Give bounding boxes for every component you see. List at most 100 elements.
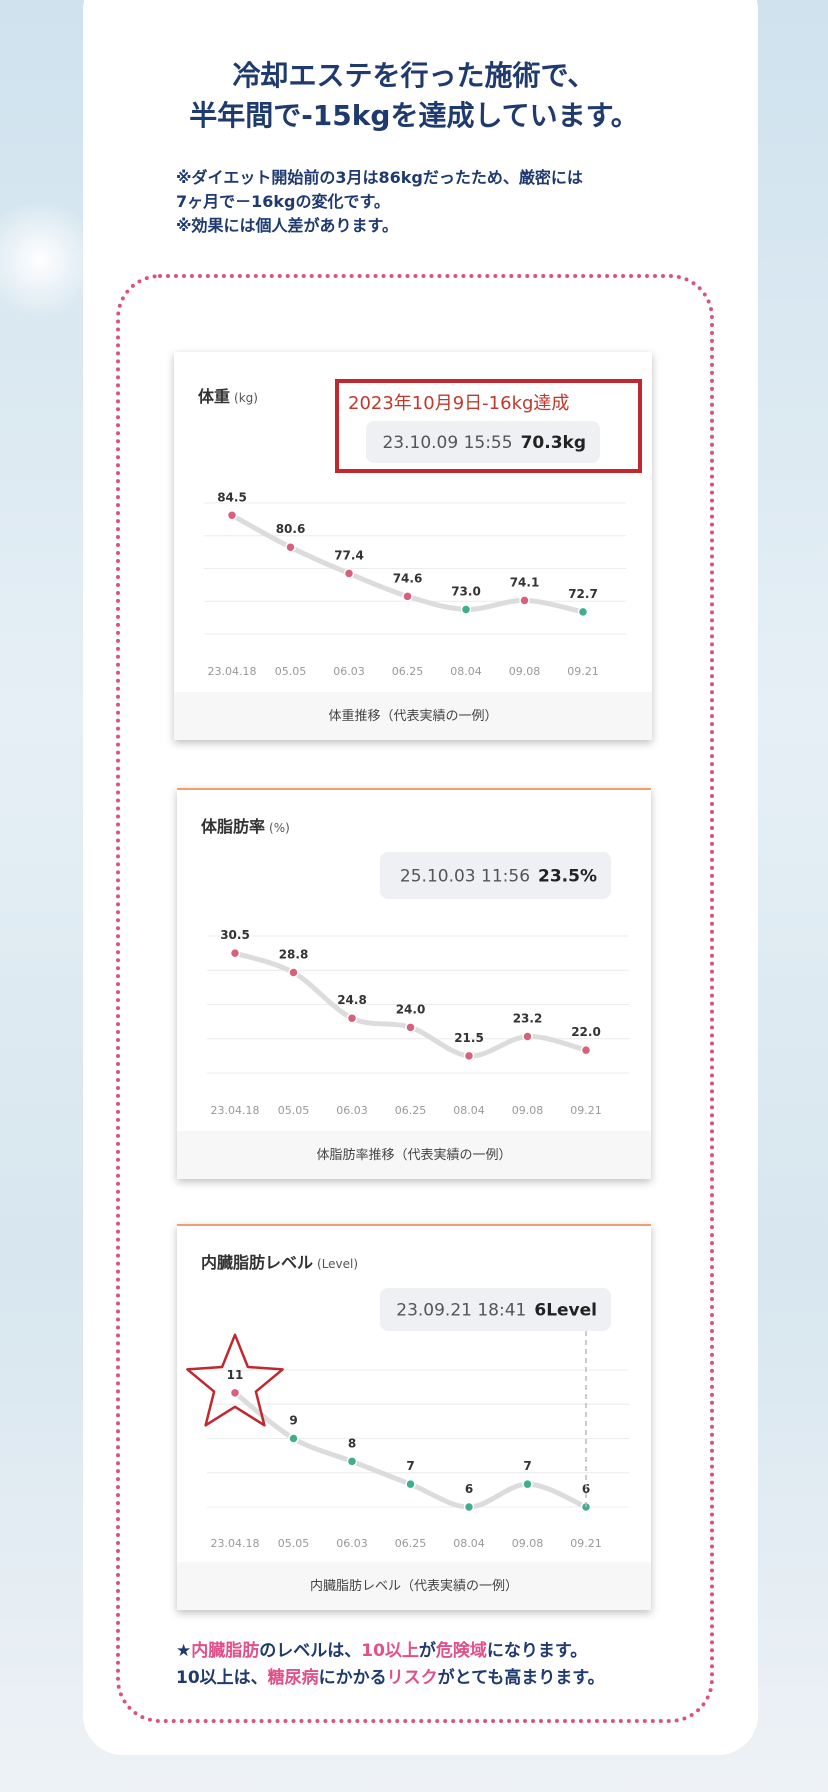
- x-tick-label: 06.03: [336, 1537, 368, 1550]
- data-label: 74.6: [393, 571, 423, 585]
- headline: 冷却エステを行った施術で、 半年間で-15kgを達成しています。: [0, 56, 828, 136]
- note: ※効果には個人差があります。: [176, 216, 398, 235]
- data-label: 74.1: [510, 575, 540, 589]
- tooltip-time: 25.10.03 11:56: [400, 867, 530, 887]
- point: [580, 1044, 592, 1056]
- chart-card: 体重推移（代表実績の一例） 体重 (kg) 2023年10月9日-16kg達成 23.1…: [174, 352, 652, 740]
- caption: 体重推移（代表実績の一例）: [328, 708, 497, 724]
- data-label: 22.0: [571, 1025, 601, 1039]
- x-tick-label: 05.05: [278, 1104, 310, 1117]
- point: [229, 947, 241, 959]
- x-tick-label: 08.04: [453, 1537, 485, 1550]
- tooltip-text: 25.10.03 11:56 23.5%: [400, 867, 597, 887]
- point: [346, 1012, 358, 1024]
- caption: 体脂肪率推移（代表実績の一例）: [316, 1147, 511, 1163]
- text: がとても高まります。: [437, 1668, 605, 1688]
- chart-title: 体脂肪率 (%): [201, 817, 290, 836]
- line: [232, 1390, 589, 1510]
- point: [405, 1022, 416, 1033]
- footer-line: 10以上は、糖尿病にかかるリスクがとても高まります。: [176, 1665, 605, 1692]
- x-tick-label: 09.08: [512, 1104, 544, 1117]
- title: 体脂肪率: [201, 817, 265, 836]
- data-label: 73.0: [451, 584, 481, 598]
- point: [460, 604, 472, 615]
- text: にかかる: [318, 1668, 387, 1688]
- footer-line: ★内臓脂肪のレベルは、10以上が危険域になります。: [176, 1638, 605, 1665]
- highlight: 内臓脂肪: [191, 1641, 260, 1661]
- x-tick-label: 09.21: [570, 1537, 602, 1550]
- point: [226, 510, 238, 521]
- tooltip: [366, 421, 600, 463]
- caption-band: [174, 692, 652, 740]
- chart: 内臓脂肪レベル（代表実績の一例） 内臓脂肪レベル (Level) 23.09.21 1…: [177, 1224, 651, 1610]
- headline-line: 冷却エステを行った施術で、: [232, 59, 596, 92]
- star-marker: [186, 1333, 284, 1427]
- unit: (%): [269, 821, 290, 835]
- data-label: 80.6: [276, 522, 306, 536]
- tooltip: [380, 852, 611, 899]
- point: [463, 1050, 475, 1062]
- tooltip-time: 23.10.09 15:55: [382, 433, 512, 453]
- point: [519, 595, 530, 606]
- x-tick-label: 23.04.18: [211, 1537, 260, 1550]
- x-tick-label: 09.21: [567, 665, 599, 678]
- data-label: 28.8: [279, 948, 309, 962]
- highlight: 10以上: [361, 1641, 419, 1661]
- x-tick-label: 06.03: [333, 665, 365, 678]
- point: [577, 606, 589, 618]
- text: ★: [176, 1641, 192, 1661]
- x-tick-label: 08.04: [450, 665, 482, 678]
- x-tick-label: 06.25: [395, 1537, 427, 1550]
- title: 内臓脂肪レベル: [201, 1253, 313, 1272]
- data-label: 77.4: [334, 548, 364, 562]
- data-label: 72.7: [568, 587, 598, 601]
- chart-card: 体脂肪率推移（代表実績の一例） 体脂肪率 (%) 25.10.03 11:56 23.5…: [177, 788, 651, 1179]
- x-tick-label: 06.25: [392, 665, 424, 678]
- tooltip: [380, 1288, 611, 1331]
- point: [522, 1031, 533, 1042]
- tooltip-text: 23.10.09 15:55 70.3kg: [382, 433, 586, 453]
- data-label: 7: [406, 1459, 414, 1473]
- title: 体重: [198, 387, 230, 406]
- chart: 体脂肪率推移（代表実績の一例） 体脂肪率 (%) 25.10.03 11:56 23.5…: [177, 788, 651, 1179]
- x-tick-label: 08.04: [453, 1104, 485, 1117]
- tooltip-text: 23.09.21 18:41 6Level: [396, 1301, 597, 1321]
- text: になります。: [486, 1641, 588, 1661]
- highlight: 2023年10月9日-16kg達成: [348, 393, 569, 414]
- x-tick-label: 06.03: [336, 1104, 368, 1117]
- point: [522, 1478, 533, 1490]
- tooltip-value: 23.5%: [538, 867, 597, 887]
- x-tick-label: 09.21: [570, 1104, 602, 1117]
- caption-band: [177, 1562, 651, 1610]
- accent-bar: [177, 1224, 651, 1226]
- x-tick-label: 06.25: [395, 1104, 427, 1117]
- highlight: 危険域: [435, 1641, 487, 1661]
- x-tick-label: 23.04.18: [208, 665, 257, 678]
- x-tick-label: 09.08: [512, 1537, 544, 1550]
- data-label: 21.5: [454, 1031, 484, 1045]
- tooltip-value: 6Level: [534, 1301, 597, 1321]
- point: [229, 1387, 241, 1399]
- highlight: 糖尿病: [267, 1668, 319, 1688]
- tooltip-time: 23.09.21 18:41: [396, 1301, 526, 1321]
- footer: ★内臓脂肪のレベルは、10以上が危険域になります。 10以上は、糖尿病にかかるリ…: [176, 1638, 605, 1692]
- tooltip-value: 70.3kg: [521, 433, 586, 453]
- point: [346, 1456, 358, 1467]
- headline-line: 半年間で-15kgを達成しています。: [189, 99, 639, 132]
- text: 10以上は、: [176, 1668, 268, 1688]
- note: ※ダイエット開始前の3月は86kgだったため、厳密には: [176, 168, 583, 187]
- text: が: [418, 1641, 436, 1661]
- notes: ※ダイエット開始前の3月は86kgだったため、厳密には 7ヶ月で－16kgの変化…: [176, 166, 583, 238]
- text: のレベルは、: [259, 1641, 362, 1661]
- accent-bar: [177, 788, 651, 790]
- data-label: 9: [289, 1414, 297, 1428]
- x-tick-label: 05.05: [278, 1537, 310, 1550]
- x-tick-label: 05.05: [275, 665, 307, 678]
- data-label: 24.8: [337, 993, 367, 1007]
- data-label: 6: [465, 1482, 473, 1496]
- data-label: 24.0: [396, 1002, 426, 1016]
- unit: (Level): [317, 1257, 358, 1271]
- point: [288, 967, 299, 978]
- point: [405, 1478, 416, 1490]
- data-label: 11: [227, 1368, 244, 1382]
